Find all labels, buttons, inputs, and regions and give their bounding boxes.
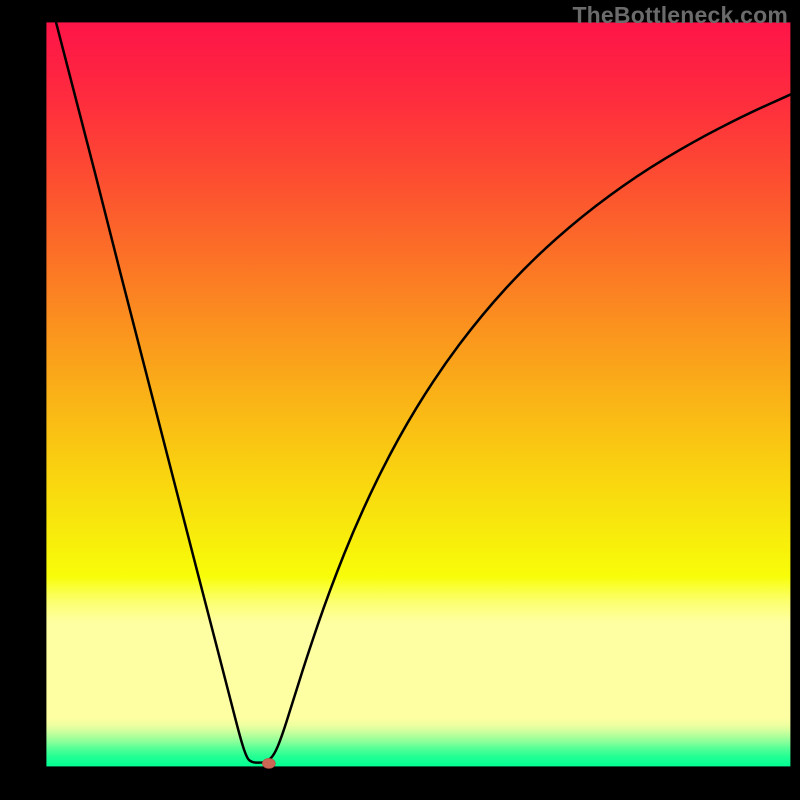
- watermark-text: TheBottleneck.com: [572, 2, 788, 29]
- chart-svg: [0, 0, 800, 800]
- bottleneck-chart: TheBottleneck.com: [0, 0, 800, 800]
- optimal-point-marker: [262, 758, 275, 768]
- chart-plot-area: [46, 22, 790, 766]
